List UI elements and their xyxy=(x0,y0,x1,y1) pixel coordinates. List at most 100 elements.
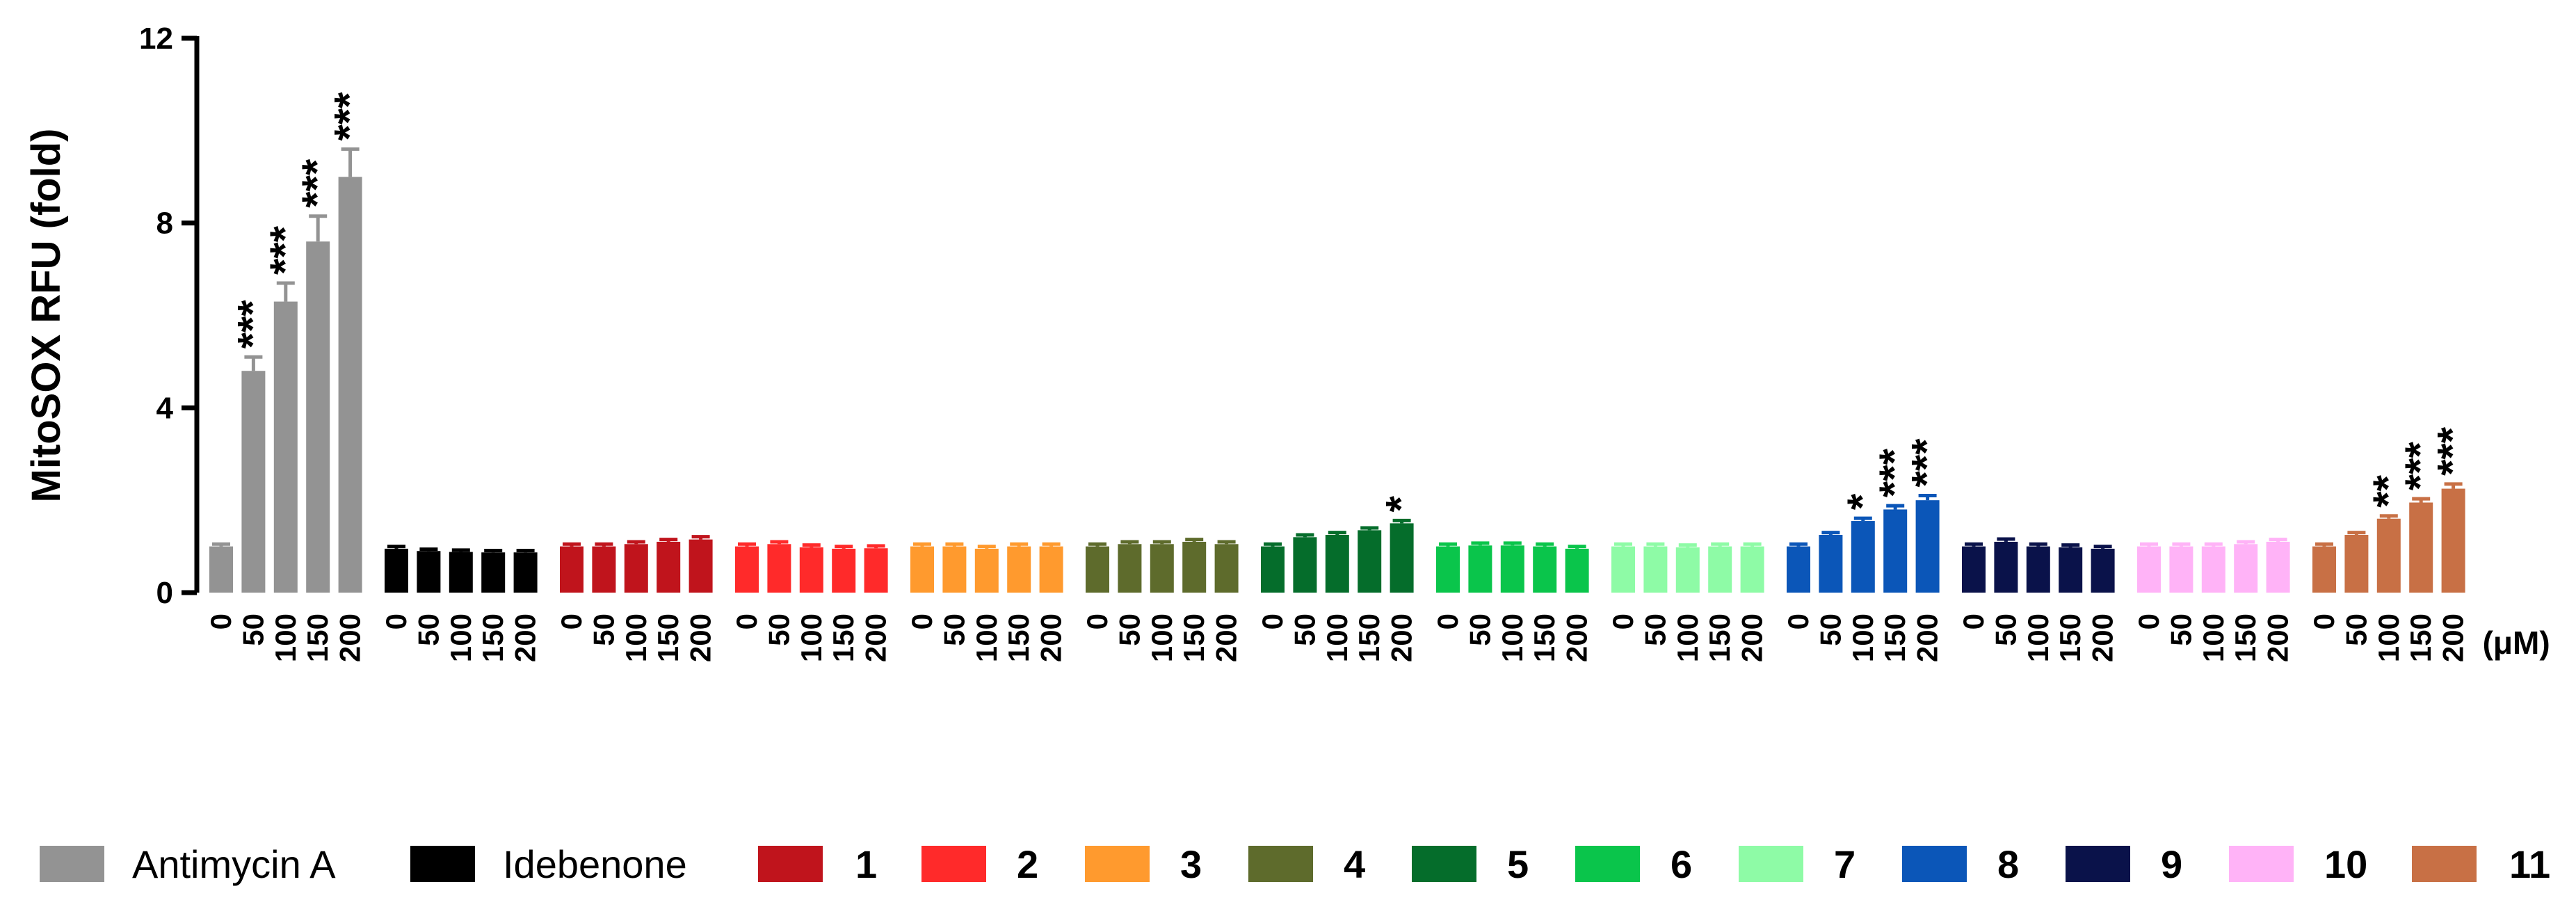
x-tick-label: 0 xyxy=(2308,613,2340,629)
significance-label: *** xyxy=(1903,438,1950,488)
x-tick-label: 50 xyxy=(1639,613,1671,646)
legend-label: Antimycin A xyxy=(132,842,336,886)
bar xyxy=(657,541,681,593)
bar xyxy=(1915,500,1940,593)
bar xyxy=(1819,534,1843,593)
legend-item: 6 xyxy=(1575,842,1692,886)
x-tick-label: 200 xyxy=(1385,613,1418,662)
x-tick-label: 100 xyxy=(795,613,828,662)
x-tick-label: 200 xyxy=(2086,613,2119,662)
bar xyxy=(385,548,408,593)
bar xyxy=(1883,509,1908,593)
legend-swatch xyxy=(2066,846,2130,882)
x-tick-label: 150 xyxy=(1528,613,1561,662)
legend-label: 11 xyxy=(2509,842,2550,886)
x-tick-label: 50 xyxy=(2340,613,2372,646)
bar xyxy=(799,547,823,593)
x-tick-labels: 0 50 100 150 200 0 50 100 150 200 0 50 100 150 200 0 50 1… xyxy=(204,613,2470,662)
legend-label: 7 xyxy=(1834,842,1855,886)
significance-label: ** xyxy=(2365,474,2411,507)
x-tick-label: 200 xyxy=(1035,613,1068,662)
legend-label: 10 xyxy=(2324,842,2367,886)
x-tick-label: 0 xyxy=(1957,613,1990,629)
y-axis-label: MitoSOX RFU (fold) xyxy=(24,128,69,502)
bar xyxy=(2137,546,2161,593)
bar xyxy=(2234,544,2258,593)
x-tick-label: 150 xyxy=(1002,613,1035,662)
x-tick-label: 100 xyxy=(269,613,302,662)
y-axis: 0 4 8 12 xyxy=(139,22,200,610)
bar xyxy=(2312,546,2336,593)
legend-label: 2 xyxy=(1017,842,1038,886)
bar xyxy=(449,552,473,593)
x-tick-label: 150 xyxy=(2229,613,2262,662)
bar xyxy=(1500,545,1524,593)
x-tick-label: 100 xyxy=(620,613,652,662)
x-tick-label: 150 xyxy=(2404,613,2437,662)
bar xyxy=(1851,521,1875,593)
bar xyxy=(1293,537,1317,593)
x-tick-label: 150 xyxy=(2054,613,2086,662)
x-tick-label: 200 xyxy=(684,613,717,662)
bar xyxy=(417,551,441,593)
bar xyxy=(209,546,233,593)
bar xyxy=(1039,546,1063,593)
x-tick-label: 200 xyxy=(1210,613,1243,662)
bar xyxy=(592,546,616,593)
x-tick-label: 50 xyxy=(762,613,795,646)
legend-item: 5 xyxy=(1412,842,1529,886)
x-tick-label: 150 xyxy=(827,613,860,662)
legend-item: 4 xyxy=(1248,842,1365,886)
x-tick-label: 100 xyxy=(2372,613,2405,662)
x-tick-label: 100 xyxy=(970,613,1003,662)
bar xyxy=(1643,546,1668,593)
bar xyxy=(1436,546,1460,593)
legend-label: 1 xyxy=(855,842,877,886)
bar xyxy=(910,546,934,593)
significance-labels: ************* *************** xyxy=(229,92,2475,513)
legend-label: 9 xyxy=(2161,842,2182,886)
bar xyxy=(1118,544,1142,593)
bar xyxy=(1214,544,1239,593)
significance-label: *** xyxy=(2397,441,2443,490)
bar xyxy=(2376,518,2401,593)
x-tick-label: 50 xyxy=(937,613,970,646)
x-tick-label: 50 xyxy=(1989,613,2022,646)
x-tick-label: 50 xyxy=(1288,613,1321,646)
legend-swatch xyxy=(1902,846,1967,882)
bar xyxy=(338,177,362,593)
legend-item: 3 xyxy=(1085,842,1202,886)
legend-swatch xyxy=(1085,846,1150,882)
x-tick-label: 200 xyxy=(1911,613,1944,662)
x-tick-label: 0 xyxy=(2132,613,2165,629)
significance-label: * xyxy=(1378,495,1424,512)
legend-item: Antimycin A xyxy=(40,842,336,886)
legend-item: 9 xyxy=(2066,842,2182,886)
x-tick-label: 100 xyxy=(2197,613,2230,662)
legend-swatch xyxy=(758,846,823,882)
legend-swatch xyxy=(2229,846,2294,882)
x-tick-label: 200 xyxy=(334,613,367,662)
legend-label: 5 xyxy=(1507,842,1529,886)
bar xyxy=(513,552,538,593)
bar xyxy=(1740,546,1764,593)
bar xyxy=(1086,546,1109,593)
x-tick-label: 0 xyxy=(1256,613,1289,629)
bar xyxy=(2409,502,2433,593)
bar xyxy=(1565,548,1589,593)
bar xyxy=(1994,541,2018,593)
x-tick-label: 50 xyxy=(1814,613,1846,646)
legend-label: 3 xyxy=(1180,842,1202,886)
legend-swatch xyxy=(921,846,986,882)
x-unit-label: (μM) xyxy=(2483,625,2550,661)
legend-swatch xyxy=(1248,846,1313,882)
bar xyxy=(974,548,999,593)
significance-label: *** xyxy=(1871,448,1917,497)
significance-label: *** xyxy=(2429,426,2476,476)
x-tick-label: 0 xyxy=(555,613,588,629)
legend-swatch xyxy=(1575,846,1640,882)
bar xyxy=(1358,530,1382,593)
x-tick-label: 200 xyxy=(2262,613,2294,662)
bar xyxy=(2266,541,2290,593)
